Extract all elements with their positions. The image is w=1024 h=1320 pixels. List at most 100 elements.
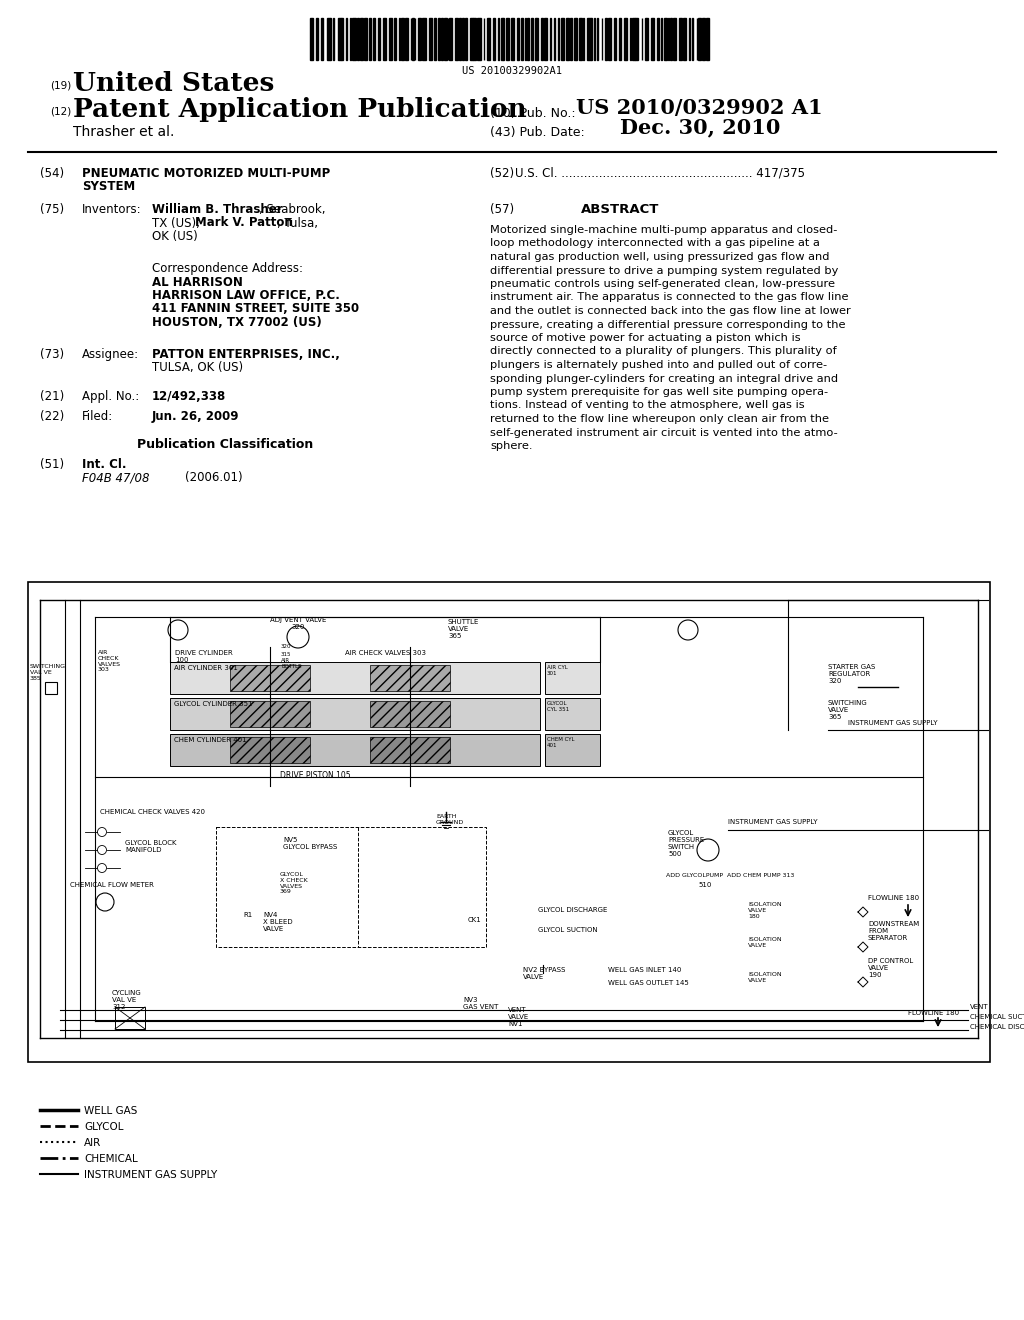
Text: (22): (22) xyxy=(40,411,65,422)
Text: DP CONTROL
VALVE
190: DP CONTROL VALVE 190 xyxy=(868,958,913,978)
Text: AIR
CHECK
VALVES
303: AIR CHECK VALVES 303 xyxy=(98,649,121,672)
Bar xyxy=(632,18,635,59)
Text: AIR CYL
301: AIR CYL 301 xyxy=(547,665,567,676)
Bar xyxy=(333,18,335,59)
Text: SHUTTLE: SHUTTLE xyxy=(449,619,479,624)
Bar xyxy=(673,18,676,59)
Bar xyxy=(401,18,404,59)
Bar xyxy=(614,18,615,59)
Bar xyxy=(28,582,990,1063)
Bar xyxy=(434,18,436,59)
Text: EARTH
GROUND: EARTH GROUND xyxy=(436,814,464,825)
Text: AL HARRISON: AL HARRISON xyxy=(152,276,243,289)
Text: AIR CYLINDER 301: AIR CYLINDER 301 xyxy=(174,665,238,671)
Text: (10) Pub. No.:: (10) Pub. No.: xyxy=(490,107,575,120)
Bar xyxy=(566,18,569,59)
Bar xyxy=(605,18,607,59)
Text: ISOLATION
VALVE: ISOLATION VALVE xyxy=(748,937,781,948)
Bar xyxy=(545,663,600,694)
Text: NV4
X BLEED
VALVE: NV4 X BLEED VALVE xyxy=(263,912,293,932)
Text: INSTRUMENT GAS SUPPLY: INSTRUMENT GAS SUPPLY xyxy=(84,1170,217,1180)
Text: Appl. No.:: Appl. No.: xyxy=(82,389,139,403)
Bar xyxy=(459,18,461,59)
Bar xyxy=(369,18,371,59)
Circle shape xyxy=(96,894,114,911)
Text: R1: R1 xyxy=(243,912,252,917)
Text: Dec. 30, 2010: Dec. 30, 2010 xyxy=(620,117,780,137)
Bar xyxy=(530,18,534,59)
Text: WELL GAS INLET 140: WELL GAS INLET 140 xyxy=(608,968,681,973)
Text: 320: 320 xyxy=(281,644,292,649)
Text: 510: 510 xyxy=(698,882,712,888)
Text: VENT
VALVE
NV1: VENT VALVE NV1 xyxy=(508,1007,529,1027)
Bar xyxy=(310,18,313,59)
Text: 320: 320 xyxy=(291,624,305,630)
Bar xyxy=(230,737,310,763)
Bar xyxy=(570,18,572,59)
Circle shape xyxy=(287,626,309,648)
Text: CHEMICAL SUCTION: CHEMICAL SUCTION xyxy=(970,1014,1024,1020)
Text: U.S. Cl. ................................................... 417/375: U.S. Cl. ...............................… xyxy=(515,168,805,180)
Text: TX (US);: TX (US); xyxy=(152,216,204,230)
Text: HOUSTON, TX 77002 (US): HOUSTON, TX 77002 (US) xyxy=(152,315,322,329)
Text: WELL GAS: WELL GAS xyxy=(84,1106,137,1115)
Text: (12): (12) xyxy=(50,106,72,116)
Text: GLYCOL
PRESSURE
SWITCH
500: GLYCOL PRESSURE SWITCH 500 xyxy=(668,830,705,857)
Text: pressure, creating a differential pressure corresponding to the: pressure, creating a differential pressu… xyxy=(490,319,846,330)
Text: (51): (51) xyxy=(40,458,65,471)
Text: VALVE: VALVE xyxy=(449,626,469,632)
Text: natural gas production well, using pressurized gas flow and: natural gas production well, using press… xyxy=(490,252,829,261)
Bar xyxy=(517,18,519,59)
Bar xyxy=(527,18,529,59)
Text: pump system prerequisite for gas well site pumping opera-: pump system prerequisite for gas well si… xyxy=(490,387,828,397)
Text: self-generated instrument air circuit is vented into the atmo-: self-generated instrument air circuit is… xyxy=(490,428,838,437)
Bar xyxy=(422,18,426,59)
Bar xyxy=(557,18,559,59)
Bar xyxy=(670,18,673,59)
Text: 411 FANNIN STREET, SUITE 350: 411 FANNIN STREET, SUITE 350 xyxy=(152,302,359,315)
Text: pneumatic controls using self-generated clean, low-pressure: pneumatic controls using self-generated … xyxy=(490,279,835,289)
Text: ADD GLYCOLPUMP  ADD CHEM PUMP 313: ADD GLYCOLPUMP ADD CHEM PUMP 313 xyxy=(666,873,795,878)
Text: F04B 47/08: F04B 47/08 xyxy=(82,471,150,484)
Bar xyxy=(429,18,432,59)
Text: differential pressure to drive a pumping system regulated by: differential pressure to drive a pumping… xyxy=(490,265,839,276)
Text: GLYCOL
X CHECK
VALVES
369: GLYCOL X CHECK VALVES 369 xyxy=(280,873,308,895)
Text: Publication Classification: Publication Classification xyxy=(137,438,313,451)
Text: HARRISON LAW OFFICE, P.C.: HARRISON LAW OFFICE, P.C. xyxy=(152,289,340,302)
Bar xyxy=(370,701,450,727)
Text: CHEM CYLINDER 401: CHEM CYLINDER 401 xyxy=(174,737,247,743)
Bar xyxy=(365,18,368,59)
Text: NV5
GLYCOL BYPASS: NV5 GLYCOL BYPASS xyxy=(283,837,337,850)
Bar xyxy=(352,18,355,59)
Bar xyxy=(321,18,324,59)
Text: (2006.01): (2006.01) xyxy=(185,471,243,484)
Text: (43) Pub. Date:: (43) Pub. Date: xyxy=(490,125,585,139)
Text: GLYCOL DISCHARGE: GLYCOL DISCHARGE xyxy=(538,907,607,913)
Text: VENT: VENT xyxy=(970,1005,988,1010)
Bar xyxy=(501,18,503,59)
Text: tions. Instead of venting to the atmosphere, well gas is: tions. Instead of venting to the atmosph… xyxy=(490,400,805,411)
Bar xyxy=(389,18,392,59)
Bar xyxy=(230,701,310,727)
Text: ISOLATION
VALVE
180: ISOLATION VALVE 180 xyxy=(748,902,781,919)
Text: (21): (21) xyxy=(40,389,65,403)
Text: FLOWLINE 180: FLOWLINE 180 xyxy=(908,1010,959,1016)
Bar xyxy=(707,18,710,59)
Bar xyxy=(486,18,489,59)
Text: STARTER GAS
REGULATOR
320: STARTER GAS REGULATOR 320 xyxy=(828,664,876,684)
Bar xyxy=(683,18,686,59)
Text: CYCLING
VAL VE
312: CYCLING VAL VE 312 xyxy=(112,990,141,1010)
Circle shape xyxy=(97,863,106,873)
Text: GLYCOL BLOCK
MANIFOLD: GLYCOL BLOCK MANIFOLD xyxy=(125,840,176,853)
Bar xyxy=(698,18,700,59)
Text: DOWNSTREAM
FROM
SEPARATOR: DOWNSTREAM FROM SEPARATOR xyxy=(868,921,920,941)
Bar xyxy=(625,18,628,59)
Text: CHEM CYL
401: CHEM CYL 401 xyxy=(547,737,574,748)
Bar xyxy=(477,18,480,59)
Text: instrument air. The apparatus is connected to the gas flow line: instrument air. The apparatus is connect… xyxy=(490,293,849,302)
Bar xyxy=(360,18,362,59)
Bar xyxy=(370,737,450,763)
Bar xyxy=(520,18,523,59)
Bar xyxy=(315,18,317,59)
Bar xyxy=(702,18,706,59)
